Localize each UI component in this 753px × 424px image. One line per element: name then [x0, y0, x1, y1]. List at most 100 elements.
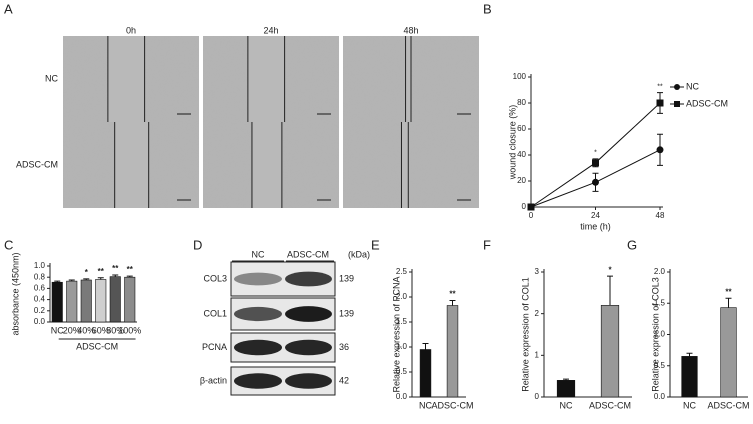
significance: ** [112, 264, 119, 273]
blot-header: ADSC-CM [287, 249, 329, 259]
error-bar [83, 278, 90, 280]
column-label: 24h [263, 25, 278, 35]
y-tick-label: 0.6 [34, 284, 46, 293]
band-kda: 36 [339, 342, 349, 352]
wound-gap [405, 36, 411, 122]
y-tick-label: 0.4 [34, 295, 46, 304]
bar [600, 305, 620, 398]
panel-letter: G [627, 237, 637, 252]
panel-letter: A [4, 1, 13, 16]
y-tick-label: 100 [513, 72, 527, 81]
significance: ** [127, 265, 134, 274]
panel-letter: B [483, 1, 492, 16]
bar [446, 305, 459, 398]
legend-label: ADSC-CM [686, 98, 728, 108]
bar [80, 279, 92, 323]
band [285, 271, 332, 287]
significance: ** [98, 267, 105, 276]
column-label: 48h [403, 25, 418, 35]
significance: ** [725, 287, 732, 296]
x-tick-label: NC [560, 400, 573, 410]
cell-texture [343, 122, 479, 208]
group-label: ADSC-CM [76, 341, 118, 351]
band [285, 373, 332, 389]
wound-gap [107, 36, 145, 122]
y-tick-label: 0.0 [34, 317, 46, 326]
y-tick-label: 1.0 [654, 330, 666, 339]
y-axis-label: wound closure (%) [507, 105, 517, 181]
bar [720, 307, 737, 398]
y-axis-label: absorbance (450nm) [10, 252, 20, 335]
bar [419, 349, 432, 398]
band [234, 272, 282, 286]
band-kda: 139 [339, 273, 354, 283]
band [234, 373, 282, 389]
y-tick-label: 0 [522, 202, 527, 211]
bar [681, 356, 698, 398]
bar [124, 276, 136, 323]
significance: * [594, 150, 597, 157]
y-axis-label: Relative expression of PCNA [391, 276, 401, 392]
band [234, 339, 282, 356]
panel-letter: F [483, 237, 491, 252]
y-tick-label: 1.0 [396, 342, 408, 351]
y-tick-label: 1.5 [654, 298, 666, 307]
legend-label: NC [686, 81, 699, 91]
y-tick-label: 80 [517, 98, 526, 107]
y-tick-label: 3 [535, 267, 540, 276]
x-tick-label: NC [419, 400, 432, 410]
bar [51, 281, 63, 323]
x-tick-label: 60% [92, 325, 110, 335]
significance: ** [449, 290, 456, 299]
x-tick-label: ADSC-CM [432, 400, 474, 410]
x-tick-label: 0 [529, 211, 534, 220]
y-axis-label: Relative expression of COL1 [520, 277, 530, 392]
bar [66, 280, 78, 323]
legend-marker [674, 84, 680, 90]
bar [95, 279, 107, 323]
x-axis-label: time (h) [580, 221, 611, 231]
y-tick-label: 2 [535, 309, 540, 318]
x-tick-label: 40% [77, 325, 95, 335]
y-tick-label: 0.0 [654, 392, 666, 401]
x-tick-label: ADSC-CM [708, 400, 750, 410]
panel-letter: C [4, 237, 13, 252]
panel-letter: D [193, 237, 202, 252]
wound-gap [247, 36, 285, 122]
y-tick-label: 20 [517, 176, 526, 185]
error-bar [126, 275, 133, 278]
x-tick-label: 20% [63, 325, 81, 335]
band-kda: 139 [339, 308, 354, 318]
x-tick-label: 48 [656, 211, 665, 220]
x-tick-label: NC [683, 400, 696, 410]
row-label: ADSC-CM [16, 159, 58, 169]
marker [592, 159, 599, 167]
marker [527, 203, 535, 211]
error-bar [725, 297, 732, 308]
y-tick-label: 1.5 [396, 317, 408, 326]
marker [656, 146, 664, 154]
wound-gap [251, 122, 282, 208]
y-tick-label: 0.0 [396, 392, 408, 401]
bar [109, 276, 121, 323]
significance: * [608, 265, 612, 274]
wound-gap [401, 122, 409, 208]
y-tick-label: 2.5 [396, 267, 408, 276]
y-axis-label: Relative expression of COL3 [650, 277, 660, 392]
legend-marker [674, 101, 680, 107]
y-tick-label: 0.5 [654, 361, 666, 370]
y-tick-label: 0.5 [396, 367, 408, 376]
error-bar [449, 300, 456, 306]
error-bar [422, 343, 429, 350]
error-bar [97, 277, 104, 280]
bar [556, 380, 576, 398]
y-tick-label: 0.8 [34, 272, 46, 281]
band [285, 306, 332, 322]
band-kda: 42 [339, 375, 349, 385]
y-tick-label: 2.0 [654, 267, 666, 276]
band [234, 306, 282, 322]
error-bar [54, 280, 61, 283]
y-tick-label: 1 [535, 350, 540, 359]
x-tick-label: NC [51, 325, 64, 335]
